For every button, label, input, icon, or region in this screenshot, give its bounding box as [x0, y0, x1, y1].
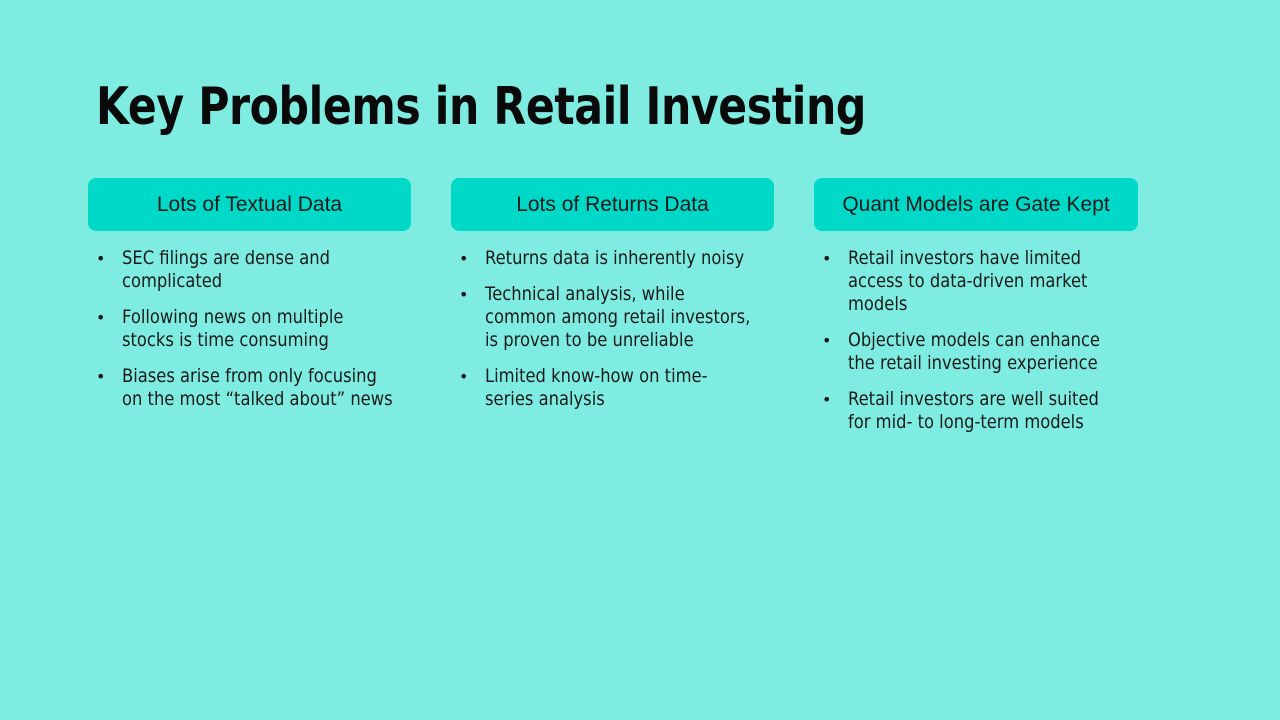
bullet-line: Returns data is inherently noisy: [485, 247, 745, 269]
bullet-line: stocks is time consuming: [122, 329, 329, 351]
bullet-item: • Objective models can enhance the retail…: [814, 329, 1138, 375]
bullet-item: • Following news on multiple stocks is ti…: [88, 306, 411, 352]
bullet-line: for mid- to long-term models: [848, 411, 1084, 433]
bullet-item: • Returns data is inherently noisy: [451, 247, 774, 270]
bullet-line: on the most “talked about” news: [122, 388, 393, 410]
bullet-icon: •: [96, 308, 106, 327]
bullet-icon: •: [96, 249, 106, 268]
bullet-line: Biases arise from only focusing: [122, 365, 377, 387]
column-returns-data: Lots of Returns Data • Returns data is i…: [451, 178, 774, 424]
bullet-line: Retail investors are well suited: [848, 388, 1099, 410]
column-header: Lots of Textual Data: [88, 178, 411, 231]
bullet-line: Objective models can enhance: [848, 329, 1100, 351]
bullet-item: • Retail investors have limited access to…: [814, 247, 1138, 316]
bullet-line: Technical analysis, while: [485, 283, 685, 305]
column-textual-data: Lots of Textual Data • SEC filings are d…: [88, 178, 411, 424]
bullet-item: • Technical analysis, while common among …: [451, 283, 774, 352]
bullet-list: • Retail investors have limited access to…: [814, 247, 1138, 434]
bullet-line: SEC filings are dense and: [122, 247, 331, 269]
bullet-line: complicated: [122, 270, 223, 292]
bullet-icon: •: [96, 367, 106, 386]
bullet-line: Following news on multiple: [122, 306, 344, 328]
bullet-line: is proven to be unreliable: [485, 329, 694, 351]
column-header: Quant Models are Gate Kept: [814, 178, 1138, 231]
bullet-item: • Biases arise from only focusing on the …: [88, 365, 411, 411]
bullet-line: Retail investors have limited: [848, 247, 1081, 269]
bullet-icon: •: [822, 331, 832, 350]
bullet-list: • SEC filings are dense and complicated •…: [88, 247, 411, 411]
bullet-line: the retail investing experience: [848, 352, 1098, 374]
column-quant-models: Quant Models are Gate Kept • Retail inve…: [814, 178, 1138, 447]
bullet-icon: •: [822, 390, 832, 409]
bullet-line: models: [848, 293, 908, 315]
bullet-item: • SEC filings are dense and complicated: [88, 247, 411, 293]
column-header: Lots of Returns Data: [451, 178, 774, 231]
bullet-line: series analysis: [485, 388, 605, 410]
bullet-item: • Limited know-how on time-series analys…: [451, 365, 774, 411]
slide-title: Key Problems in Retail Investing: [96, 77, 867, 137]
bullet-line: common among retail investors,: [485, 306, 751, 328]
bullet-icon: •: [822, 249, 832, 268]
bullet-line: access to data-driven market: [848, 270, 1088, 292]
bullet-icon: •: [459, 367, 469, 386]
bullet-item: • Retail investors are well suited for mi…: [814, 388, 1138, 434]
bullet-list: • Returns data is inherently noisy • Tec…: [451, 247, 774, 411]
bullet-icon: •: [459, 249, 469, 268]
bullet-line: Limited know-how on time-: [485, 365, 708, 387]
bullet-icon: •: [459, 285, 469, 304]
